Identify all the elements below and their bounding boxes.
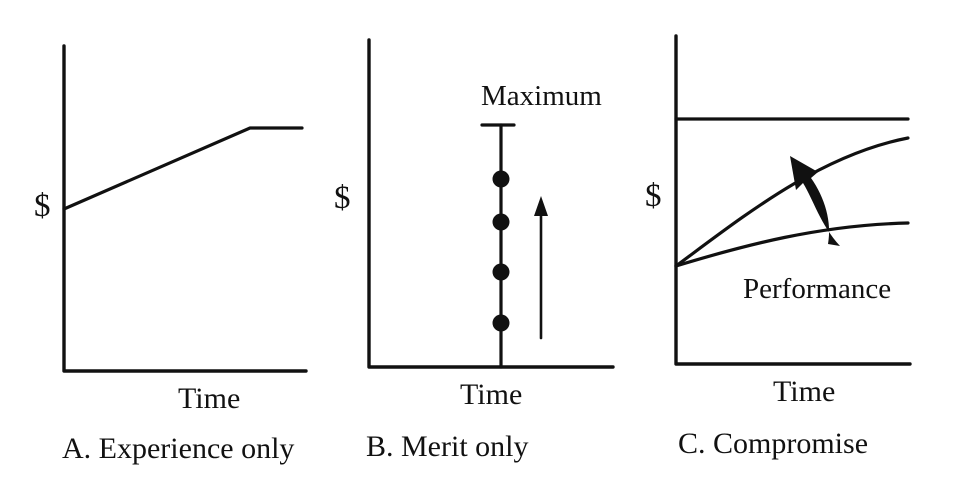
- panel-c-performance-label: Performance: [743, 273, 891, 305]
- panel-a-pay-line: [62, 126, 304, 211]
- panel-b-x-label: Time: [460, 378, 522, 411]
- panel-a-axes: [62, 44, 308, 373]
- panel-b-merit-step-dot: [492, 213, 510, 231]
- panel-experience-only: $ Time A. Experience only: [34, 44, 308, 465]
- panel-b-up-arrow-head: [534, 196, 548, 216]
- panel-c-y-label: $: [645, 178, 662, 214]
- panel-c-caption: C. Compromise: [678, 427, 868, 460]
- panel-c-x-label: Time: [773, 375, 835, 408]
- panel-b-axes: [367, 38, 615, 369]
- panel-b-merit-step-dot: [492, 314, 510, 332]
- panel-b-maximum-label: Maximum: [481, 80, 602, 112]
- panel-b-y-label: $: [334, 180, 351, 216]
- panel-b-merit-step-dot: [492, 170, 510, 188]
- panel-b-merit-step-dot: [492, 263, 510, 281]
- panel-a-y-label: $: [34, 188, 51, 224]
- panel-c-axes: [674, 34, 912, 366]
- panel-c-lower-curve: [674, 221, 910, 268]
- panel-merit-only: $ Maximum Time B. Merit only: [334, 38, 615, 463]
- panel-b-caption: B. Merit only: [366, 430, 529, 463]
- panel-c-upper-curve: [674, 136, 910, 268]
- panel-a-x-label: Time: [178, 382, 240, 415]
- panel-c-performance-arrow: [790, 156, 840, 246]
- panel-compromise: $ Performance Time C. Compromise: [645, 34, 912, 460]
- panel-a-caption: A. Experience only: [62, 432, 294, 465]
